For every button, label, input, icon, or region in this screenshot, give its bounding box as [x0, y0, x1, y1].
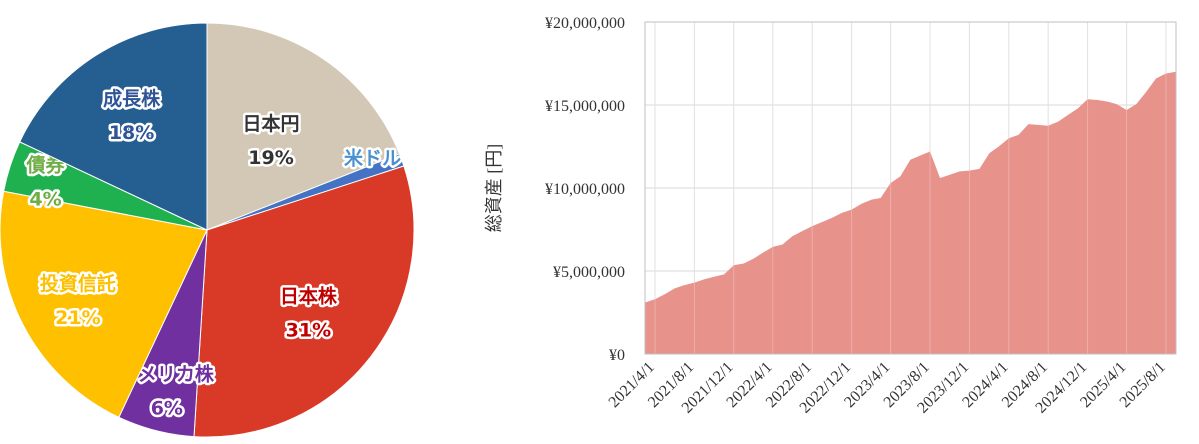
pie-slice-percent: 19% [248, 147, 293, 169]
y-tick-label: ¥0 [609, 347, 625, 364]
y-axis-title: 総資産 [円] [484, 144, 504, 233]
pie-slice-label: 投資信託 [40, 272, 116, 295]
pie-slice [19, 22, 208, 231]
pie-slice-percent: 18% [109, 122, 154, 144]
pie-slice [193, 165, 415, 438]
pie-slice-label: 成長株 [103, 87, 161, 110]
total-assets-area [645, 71, 1176, 355]
y-tick-label: ¥5,000,000 [553, 264, 625, 281]
y-tick-label: ¥20,000,000 [545, 15, 625, 32]
pie-slice-percent: 6% [151, 397, 183, 419]
pie-slice [206, 22, 401, 231]
pie-slice-percent: 21% [55, 307, 100, 329]
y-tick-label: ¥10,000,000 [545, 181, 625, 198]
pie-slice-label: 日本円 [242, 112, 299, 135]
pie-slice-label: 日本株 [280, 285, 338, 308]
total-assets-area-chart: ¥0 ¥5,000,000 ¥10,000,000 ¥15,000,000 ¥20,00… [484, 15, 1177, 417]
asset-allocation-pie-chart: 日本円19%米ドル1%日本株31%アメリカ株6%投資信託21%債券4%成長株18… [0, 22, 415, 438]
pie-slice-percent: 31% [286, 320, 331, 342]
pie-slice [0, 190, 208, 418]
pie-slice-label: 米ドル [344, 146, 401, 169]
plot-border [644, 21, 1177, 355]
pie-slice-percent: 4% [29, 189, 61, 211]
y-tick-label: ¥15,000,000 [545, 98, 625, 115]
